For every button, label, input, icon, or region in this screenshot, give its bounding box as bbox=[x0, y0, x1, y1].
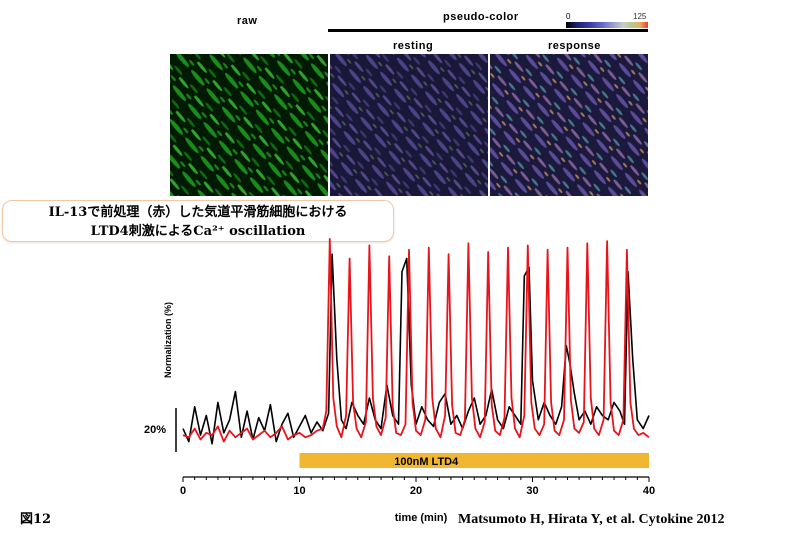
x-tick-label: 40 bbox=[643, 485, 655, 497]
resting-pseudocolor-image bbox=[330, 54, 488, 196]
figure-number: 図12 bbox=[20, 512, 52, 527]
pseudo-color-colorbar bbox=[566, 22, 648, 28]
x-tick-label: 30 bbox=[526, 485, 538, 497]
scale-bar-label: 20% bbox=[144, 424, 166, 436]
raw-panel-label: raw bbox=[237, 15, 258, 27]
pseudo-color-label: pseudo-color bbox=[443, 11, 519, 23]
x-tick-label: 0 bbox=[180, 485, 186, 497]
x-tick-label: 10 bbox=[293, 485, 305, 497]
colorbar-max-label: 125 bbox=[633, 12, 647, 21]
response-pseudocolor-image bbox=[490, 54, 648, 196]
stimulus-bar bbox=[299, 453, 649, 468]
red-trace-line bbox=[182, 237, 650, 443]
figure-title-line-2: LTD4刺激によるCa²⁺ oscillation bbox=[90, 224, 306, 239]
figure-title-line-1: IL-13で前処理（赤）した気道平滑筋細胞における bbox=[48, 205, 348, 220]
raw-microscopy-image bbox=[170, 54, 328, 196]
pseudo-color-bracket bbox=[328, 29, 648, 32]
y-axis-label: Normalization (%) bbox=[163, 302, 173, 378]
x-tick-label: 20 bbox=[410, 485, 422, 497]
x-axis-label: time (min) bbox=[395, 512, 448, 524]
black-trace-line bbox=[182, 253, 650, 445]
response-panel-label: response bbox=[548, 40, 601, 52]
figure-title-box: IL-13で前処理（赤）した気道平滑筋細胞における LTD4刺激によるCa²⁺ … bbox=[2, 200, 394, 242]
colorbar-min-label: 0 bbox=[566, 12, 571, 21]
citation: Matsumoto H, Hirata Y, et al. Cytokine 2… bbox=[458, 512, 725, 527]
stimulus-label: 100nM LTD4 bbox=[394, 456, 459, 468]
resting-panel-label: resting bbox=[393, 40, 434, 52]
